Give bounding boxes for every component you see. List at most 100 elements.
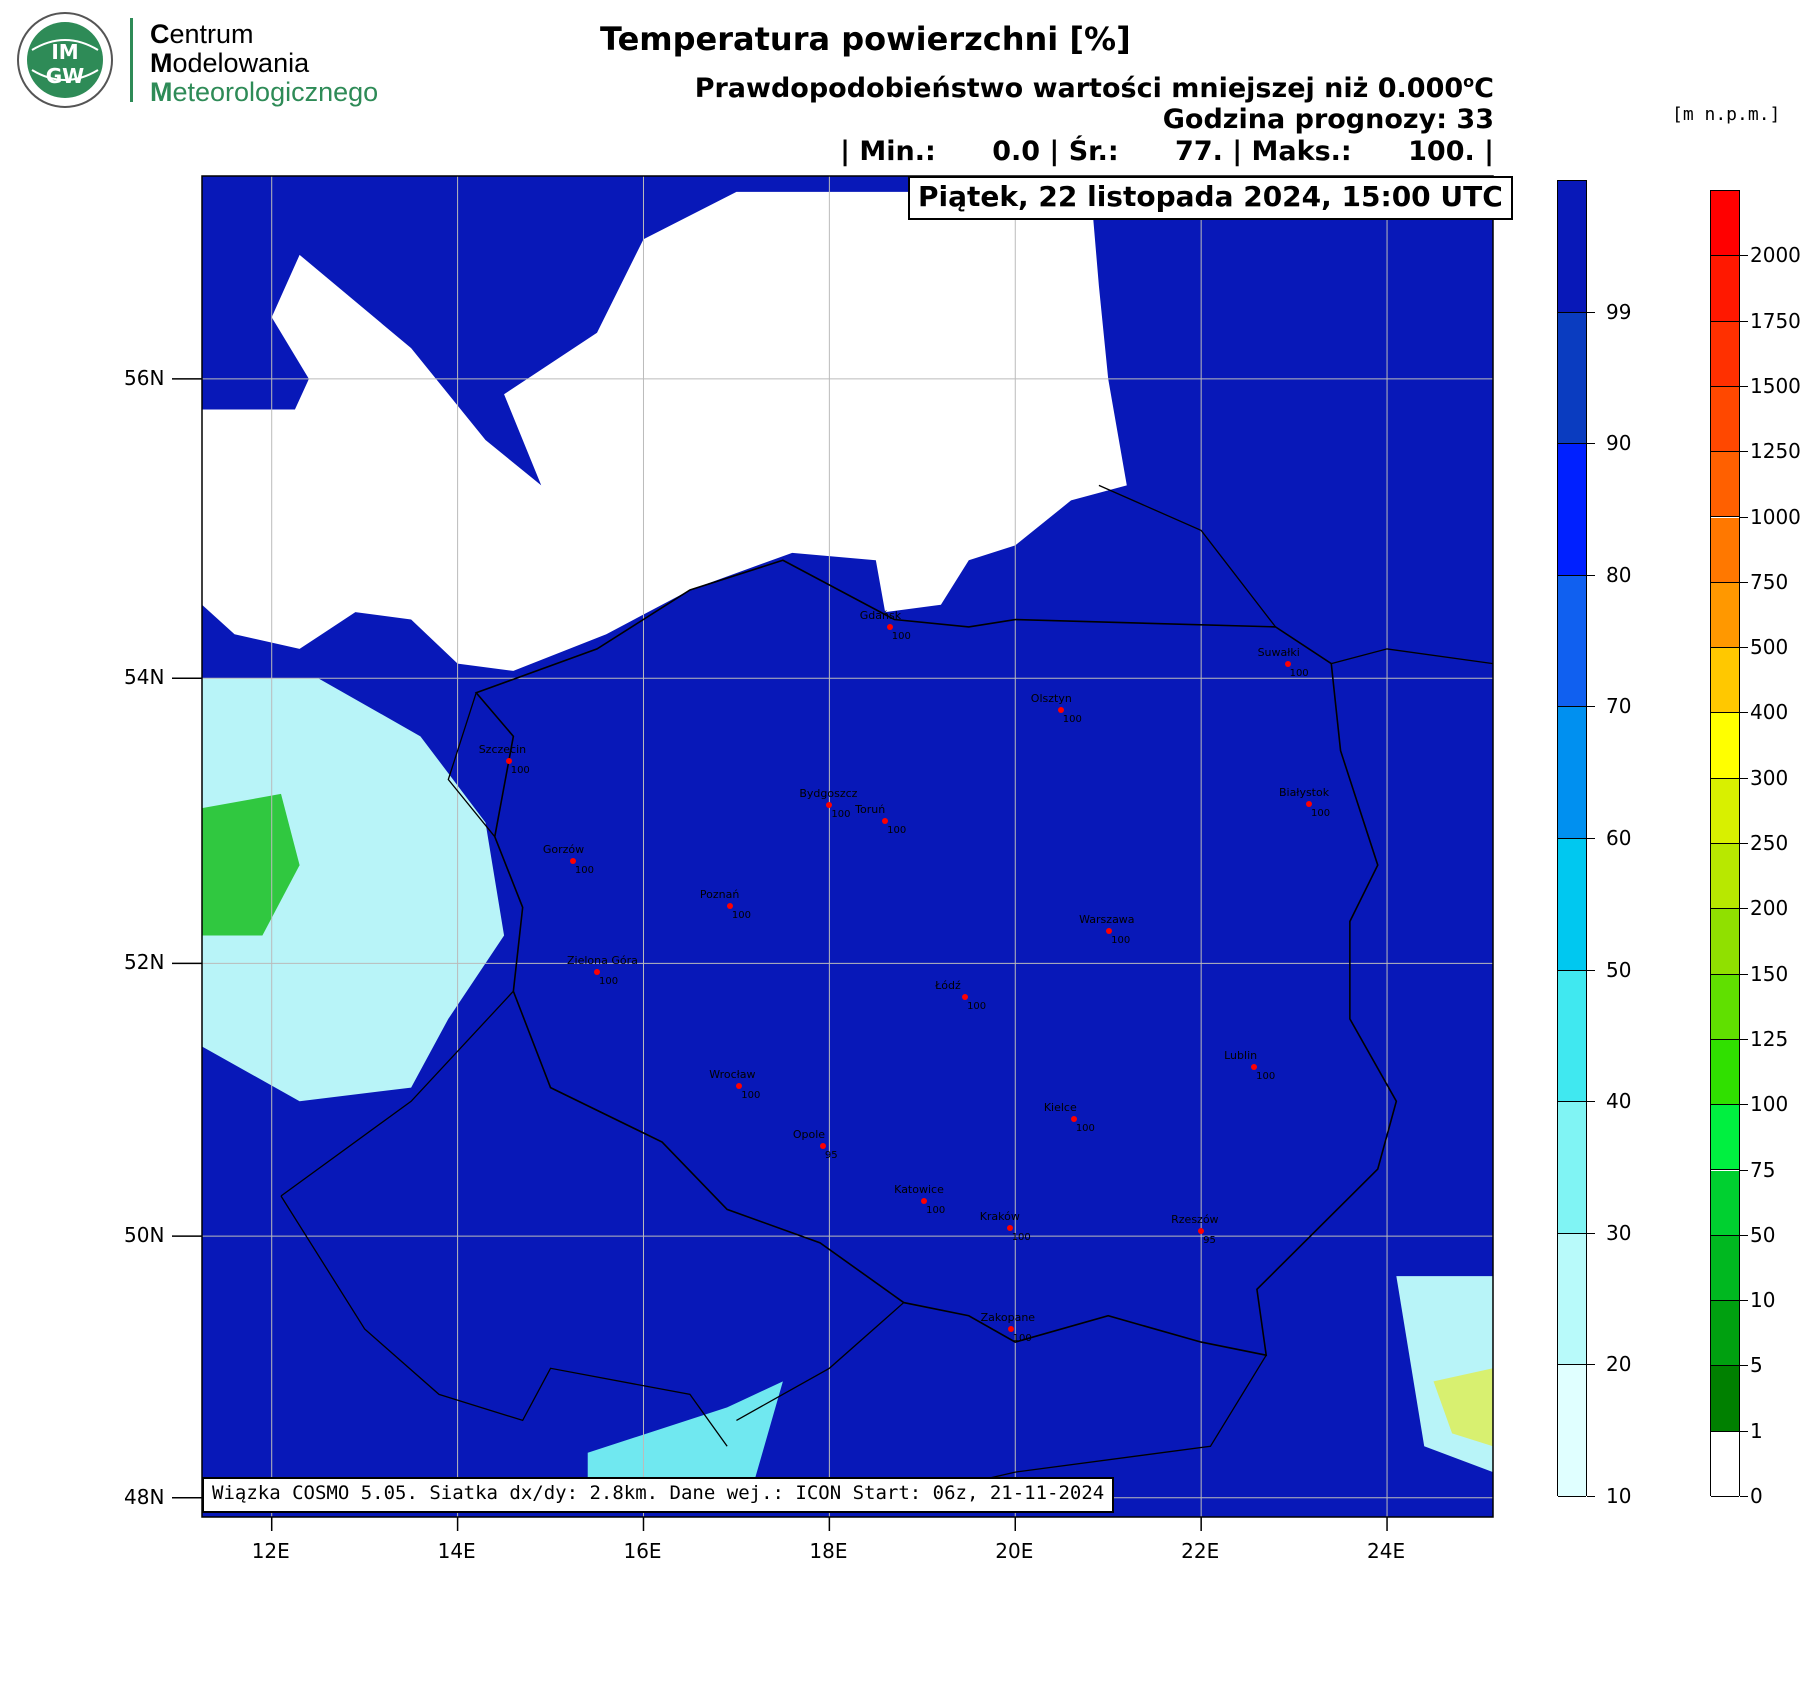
city-marker xyxy=(1070,1115,1077,1122)
city-value: 100 xyxy=(1289,667,1309,679)
country-border xyxy=(280,990,514,1197)
height-colorbar-label: 0 xyxy=(1750,1484,1763,1508)
height-colorbar-label: 100 xyxy=(1750,1092,1789,1117)
city-marker xyxy=(1106,928,1113,935)
city-value: 100 xyxy=(1075,1122,1095,1134)
lon-tick-label: 22E xyxy=(1181,1539,1220,1563)
city-marker xyxy=(886,623,893,630)
city-value: 100 xyxy=(1062,714,1082,726)
city-name: Szczecin xyxy=(478,742,527,756)
city-marker xyxy=(1198,1227,1205,1234)
probability-colorbar-swatch xyxy=(1558,312,1586,445)
poland-border xyxy=(474,559,1398,1357)
probability-colorbar-tick xyxy=(1587,1232,1595,1234)
height-colorbar-label: 300 xyxy=(1750,765,1789,790)
height-colorbar-tick xyxy=(1740,973,1748,975)
lat-tick-label: 50N xyxy=(124,1223,165,1248)
lat-tick-label: 52N xyxy=(124,950,165,975)
city-value: 100 xyxy=(1256,1071,1276,1083)
lon-tick-label: 16E xyxy=(623,1539,662,1563)
city-name: Bydgoszcz xyxy=(799,787,858,801)
city-name: Toruń xyxy=(855,803,886,817)
low-probability-area-green xyxy=(202,793,300,936)
height-colorbar-swatch xyxy=(1711,1366,1739,1432)
city-marker xyxy=(726,903,733,909)
height-colorbar-swatch xyxy=(1711,1039,1739,1106)
height-colorbar-swatch xyxy=(1711,452,1739,518)
city-name: Suwałki xyxy=(1257,645,1300,659)
height-colorbar-label: 50 xyxy=(1750,1222,1776,1247)
height-colorbar-tick xyxy=(1740,1169,1748,1171)
height-colorbar-tick xyxy=(1740,777,1748,779)
country-border xyxy=(1098,484,1277,628)
probability-colorbar-label: 99 xyxy=(1606,299,1632,324)
probability-colorbar-tick xyxy=(1587,969,1595,971)
city-marker xyxy=(1305,800,1312,807)
city-marker xyxy=(826,802,833,809)
height-colorbar-swatch xyxy=(1711,256,1739,322)
height-colorbar-label: 400 xyxy=(1750,700,1789,725)
probability-colorbar-swatch xyxy=(1558,1102,1586,1234)
logo-org-name: Centrum Modelowania Meteorologicznego xyxy=(150,19,379,107)
height-colorbar-swatch xyxy=(1711,191,1739,257)
height-colorbar-swatch xyxy=(1711,582,1739,649)
logo-divider xyxy=(130,18,133,102)
height-colorbar-label: 125 xyxy=(1750,1026,1789,1051)
city-value: 100 xyxy=(887,825,907,837)
height-colorbar-tick xyxy=(1740,1234,1748,1236)
height-colorbar-label: 1250 xyxy=(1750,439,1800,464)
height-colorbar-tick xyxy=(1740,1038,1748,1040)
probability-colorbar-label: 20 xyxy=(1606,1352,1632,1377)
city-name: Katowice xyxy=(894,1183,944,1197)
city-marker xyxy=(1284,660,1291,667)
chart-title: Temperatura powierzchni [%] xyxy=(600,20,1131,58)
height-colorbar-swatch xyxy=(1711,909,1739,975)
map-frame xyxy=(201,175,1494,1518)
city-name: Białystok xyxy=(1278,785,1330,799)
height-colorbar-tick xyxy=(1740,581,1748,583)
height-colorbar-swatch xyxy=(1711,517,1739,583)
forecast-hour: Godzina prognozy: 33 xyxy=(1162,104,1494,135)
city-name: Wrocław xyxy=(709,1068,756,1082)
height-colorbar-label: 10 xyxy=(1750,1288,1776,1313)
city-value: 100 xyxy=(831,809,851,821)
probability-colorbar-tick xyxy=(1587,838,1595,839)
low-probability-area-west xyxy=(202,678,505,1102)
city-value: 100 xyxy=(574,864,594,876)
height-colorbar-label: 1 xyxy=(1750,1418,1763,1443)
city-marker xyxy=(1006,1225,1013,1232)
height-colorbar-swatch xyxy=(1711,1170,1739,1236)
probability-colorbar-swatch xyxy=(1558,707,1586,839)
height-colorbar-label: 5 xyxy=(1750,1353,1763,1378)
city-marker xyxy=(921,1198,928,1205)
city-marker xyxy=(1007,1325,1014,1332)
city-value: 100 xyxy=(731,910,752,921)
stats-line: | Min.: 0.0 | Śr.: 77. | Maks.: 100. | xyxy=(840,136,1494,167)
city-name: Poznań xyxy=(699,888,740,901)
height-colorbar-swatch xyxy=(1711,844,1739,910)
height-colorbar-tick xyxy=(1740,451,1748,453)
height-colorbar-label: 1000 xyxy=(1750,504,1800,529)
probability-colorbar-swatch xyxy=(1558,970,1586,1103)
lat-tick-label: 54N xyxy=(124,665,165,690)
height-colorbar-swatch xyxy=(1711,1431,1739,1497)
height-colorbar-label: 150 xyxy=(1750,961,1789,986)
probability-colorbar xyxy=(1557,180,1587,1497)
probability-colorbar-tick xyxy=(1587,574,1595,576)
probability-colorbar-label: 60 xyxy=(1606,826,1632,850)
height-colorbar-tick xyxy=(1740,516,1748,518)
probability-colorbar-swatch xyxy=(1558,181,1586,313)
probability-colorbar-label: 50 xyxy=(1606,957,1632,982)
probability-colorbar-swatch xyxy=(1558,575,1586,708)
height-unit-label: [m n.p.m.] xyxy=(1672,104,1781,125)
probability-colorbar-swatch xyxy=(1558,444,1586,576)
height-colorbar-swatch xyxy=(1711,974,1739,1040)
height-colorbar-tick xyxy=(1740,1430,1748,1432)
city-name: Zielona Góra xyxy=(567,953,638,967)
probability-colorbar-label: 30 xyxy=(1606,1220,1632,1245)
height-colorbar-label: 750 xyxy=(1750,569,1789,594)
city-value: 100 xyxy=(1012,1332,1032,1344)
height-colorbar-swatch xyxy=(1711,1235,1739,1302)
height-colorbar-tick xyxy=(1740,647,1748,649)
